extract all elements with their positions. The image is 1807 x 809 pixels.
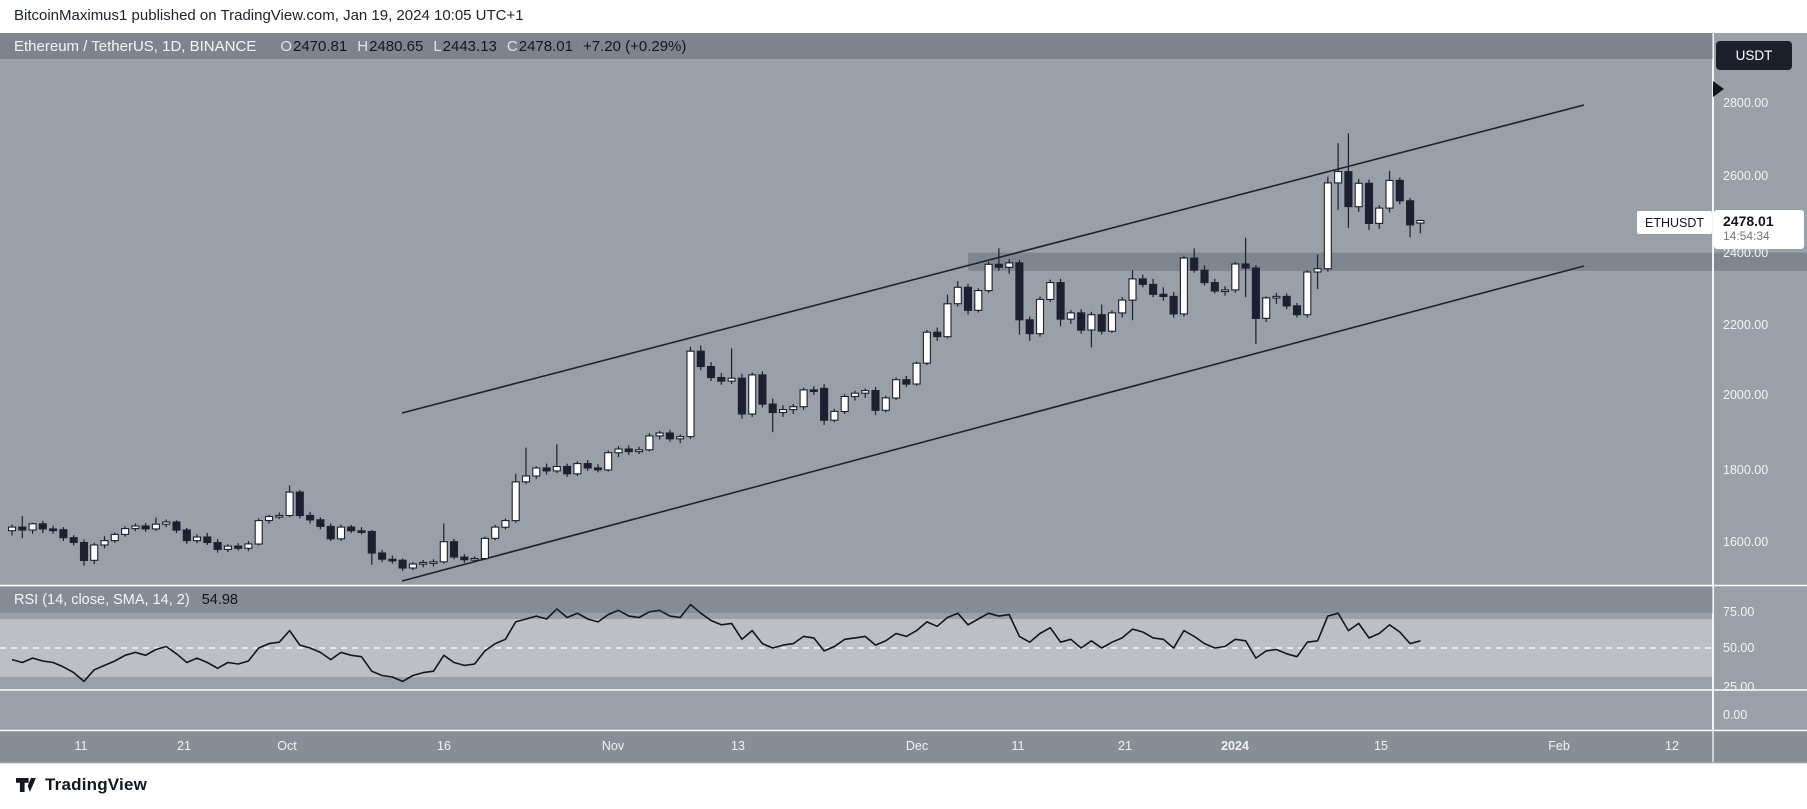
axis-price-label: 2000.00 — [1723, 388, 1769, 402]
axis-price-label: 25.00 — [1723, 680, 1755, 694]
last-price-value: 2478.01 — [1723, 213, 1774, 229]
axis-price-label: 1800.00 — [1723, 463, 1769, 477]
axis-time-label: 12 — [1665, 739, 1679, 753]
chart-background[interactable] — [0, 33, 1807, 763]
axis-price-label: 2400.00 — [1723, 246, 1769, 260]
high-label: H — [357, 37, 369, 55]
axis-time-label: 21 — [177, 739, 191, 753]
axis-price-label: 2200.00 — [1723, 318, 1769, 332]
axis-time-label: 15 — [1374, 739, 1388, 753]
axis-time-label: 11 — [1011, 739, 1025, 753]
high-value: 2480.65 — [369, 37, 424, 55]
axis-time-label: Feb — [1548, 739, 1570, 753]
axis-time-label: 21 — [1118, 739, 1132, 753]
rsi-title: RSI (14, close, SMA, 14, 2) — [14, 592, 190, 608]
last-price-tag: 2478.01 14:54:34 — [1714, 210, 1804, 249]
close-value: 2478.01 — [518, 37, 573, 55]
publication-text: BitcoinMaximus1 published on TradingView… — [14, 7, 524, 24]
tradingview-brand-text: TradingView — [45, 775, 148, 794]
low-value: 2443.13 — [442, 37, 497, 55]
axis-price-label: 50.00 — [1723, 641, 1755, 655]
rsi-value: 54.98 — [201, 592, 238, 608]
low-label: L — [433, 37, 442, 55]
currency-unit-label: USDT — [1735, 48, 1773, 63]
rsi-legend[interactable]: RSI (14, close, SMA, 14, 2) 54.98 — [0, 587, 1713, 613]
bar-countdown: 14:54:34 — [1723, 229, 1770, 243]
axis-price-label: 2600.00 — [1723, 169, 1769, 183]
axis-time-label: Dec — [905, 739, 929, 753]
open-label: O — [280, 37, 292, 55]
open-value: 2470.81 — [293, 37, 348, 55]
axis-price-label: 1600.00 — [1723, 535, 1769, 549]
publication-bar: BitcoinMaximus1 published on TradingView… — [0, 0, 1807, 33]
axis-time-label: 13 — [731, 739, 745, 753]
footer-bar: TradingView — [0, 763, 1807, 809]
price-scale[interactable]: 2800.00 2600.00 2400.00 2200.00 2000.00 1800.… — [1713, 33, 1807, 731]
axis-time-label: Nov — [601, 739, 625, 753]
close-label: C — [506, 37, 518, 55]
symbol-ohlc-legend[interactable]: Ethereum / TetherUS, 1D, BINANCE O 2470.… — [0, 33, 1713, 59]
axis-price-label: 2800.00 — [1723, 96, 1769, 110]
tradingview-brand[interactable]: TradingView — [16, 775, 147, 795]
time-scale[interactable]: 11 21 Oct 16 Nov 13 Dec 11 21 2024 15 Feb 12 — [0, 731, 1807, 762]
axis-time-label: 11 — [74, 739, 88, 753]
symbol-title: Ethereum / TetherUS, 1D, BINANCE — [14, 37, 257, 55]
change-value: +7.20 (+0.29%) — [582, 37, 687, 55]
axis-time-label: Oct — [277, 739, 297, 753]
axis-time-label: 16 — [437, 739, 451, 753]
currency-unit-button[interactable]: USDT — [1716, 41, 1792, 70]
axis-price-label: 0.00 — [1723, 708, 1748, 722]
axis-price-label: 75.00 — [1723, 605, 1755, 619]
tradingview-logo-icon — [16, 778, 36, 792]
axis-time-label: 2024 — [1221, 739, 1249, 753]
symbol-name-tag: ETHUSDT — [1637, 211, 1712, 234]
